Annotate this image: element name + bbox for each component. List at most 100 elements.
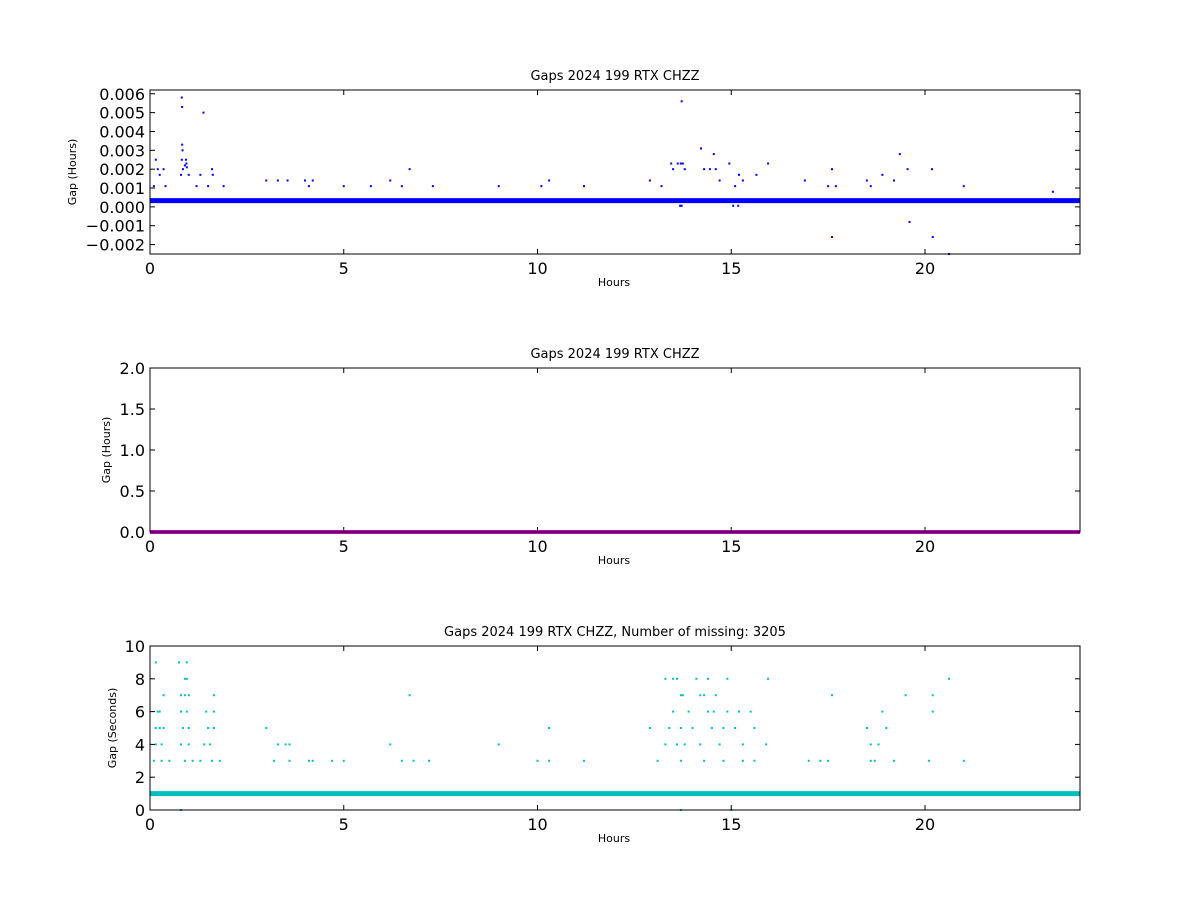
- y-tick-label: 2: [135, 768, 145, 787]
- data-point: [431, 185, 434, 188]
- data-point: [276, 743, 279, 746]
- y-tick-label: 0.005: [99, 104, 145, 123]
- data-point: [676, 743, 678, 746]
- data-point: [400, 185, 403, 188]
- data-point: [893, 759, 895, 762]
- data-point: [865, 179, 868, 182]
- data-point: [807, 759, 810, 762]
- data-point: [154, 727, 157, 729]
- data-point: [185, 166, 188, 169]
- data-point: [703, 759, 706, 762]
- x-tick-label: 20: [915, 537, 935, 556]
- data-point: [881, 173, 884, 176]
- x-tick-label: 20: [915, 815, 935, 834]
- x-tick-label: 5: [339, 815, 349, 834]
- data-point: [195, 185, 198, 188]
- data-point: [342, 759, 345, 762]
- data-point: [672, 677, 675, 680]
- data-point: [183, 759, 186, 762]
- data-point: [180, 173, 182, 176]
- data-point: [714, 168, 717, 171]
- data-point: [160, 743, 163, 746]
- data-point: [648, 179, 651, 182]
- data-point: [304, 179, 306, 182]
- data-point: [497, 185, 500, 188]
- data-point: [162, 694, 165, 697]
- subplot-2: Gaps 2024 199 RTX CHZZ Hours Gap (Hours)…: [100, 347, 1081, 567]
- data-point: [211, 173, 214, 176]
- data-point: [1051, 190, 1054, 193]
- data-point: [906, 168, 909, 171]
- data-point: [831, 694, 833, 697]
- data-point: [199, 759, 202, 762]
- x-tick-label: 5: [339, 537, 349, 556]
- y-tick-label: 0.0: [120, 523, 145, 542]
- data-point: [656, 759, 659, 762]
- data-point: [288, 759, 291, 762]
- data-point: [152, 759, 155, 762]
- data-point: [187, 694, 190, 697]
- y-tick-label: −0.002: [86, 236, 145, 255]
- data-point: [865, 727, 868, 729]
- data-point: [162, 727, 165, 729]
- data-point: [869, 185, 872, 188]
- data-point: [154, 661, 157, 664]
- data-point: [183, 677, 186, 680]
- y-tick-label: 0.000: [99, 198, 145, 217]
- data-point: [286, 179, 289, 182]
- data-point: [311, 759, 314, 762]
- data-point: [181, 105, 184, 108]
- data-point: [412, 759, 415, 762]
- data-point: [741, 759, 744, 762]
- data-point: [212, 727, 215, 729]
- x-tick-label: 0: [145, 259, 155, 278]
- y-tick-label: 8: [135, 670, 145, 689]
- data-point: [885, 727, 888, 729]
- data-point: [185, 158, 188, 161]
- data-point: [708, 168, 711, 171]
- subplot-2-title: Gaps 2024 199 RTX CHZZ: [530, 347, 699, 362]
- data-point: [408, 168, 411, 171]
- data-point: [707, 710, 709, 713]
- data-point: [679, 204, 682, 207]
- subplot-1-marks: [150, 96, 1080, 255]
- data-point: [767, 677, 770, 680]
- data-point: [877, 743, 880, 746]
- y-tick-label: 4: [135, 735, 145, 754]
- data-point: [707, 677, 709, 680]
- subplot-1-frame: [149, 89, 1081, 255]
- data-point: [187, 727, 190, 729]
- data-point: [931, 710, 934, 713]
- data-point: [218, 759, 221, 762]
- y-tick-label: 2.0: [120, 359, 145, 378]
- data-point: [712, 710, 715, 713]
- y-tick-label: 0.006: [99, 85, 145, 104]
- data-point: [191, 759, 194, 762]
- data-point: [152, 185, 155, 188]
- data-point: [679, 694, 682, 697]
- data-point: [722, 759, 725, 762]
- data-point: [718, 743, 721, 746]
- x-tick-label: 15: [721, 259, 741, 278]
- data-point: [869, 743, 872, 746]
- data-point: [548, 179, 551, 182]
- data-point: [712, 153, 715, 156]
- data-point: [676, 162, 679, 165]
- data-point: [273, 759, 275, 762]
- data-point: [212, 710, 215, 713]
- subplot-3: Gaps 2024 199 RTX CHZZ, Number of missin…: [106, 625, 1081, 845]
- subplot-1: Gaps 2024 199 RTX CHZZ Hours Gap (Hours)…: [66, 69, 1081, 289]
- data-point: [738, 173, 740, 176]
- data-point: [181, 727, 184, 729]
- subplot-1-title: Gaps 2024 199 RTX CHZZ: [530, 69, 699, 84]
- y-tick-label: 0.5: [120, 482, 145, 501]
- data-point: [741, 179, 744, 182]
- data-point: [540, 185, 543, 188]
- data-point: [664, 677, 667, 680]
- y-tick-label: 0.001: [99, 179, 145, 198]
- data-point: [699, 743, 702, 746]
- data-point: [681, 162, 684, 165]
- data-point: [700, 147, 703, 150]
- data-point: [497, 743, 500, 746]
- data-point: [680, 204, 683, 207]
